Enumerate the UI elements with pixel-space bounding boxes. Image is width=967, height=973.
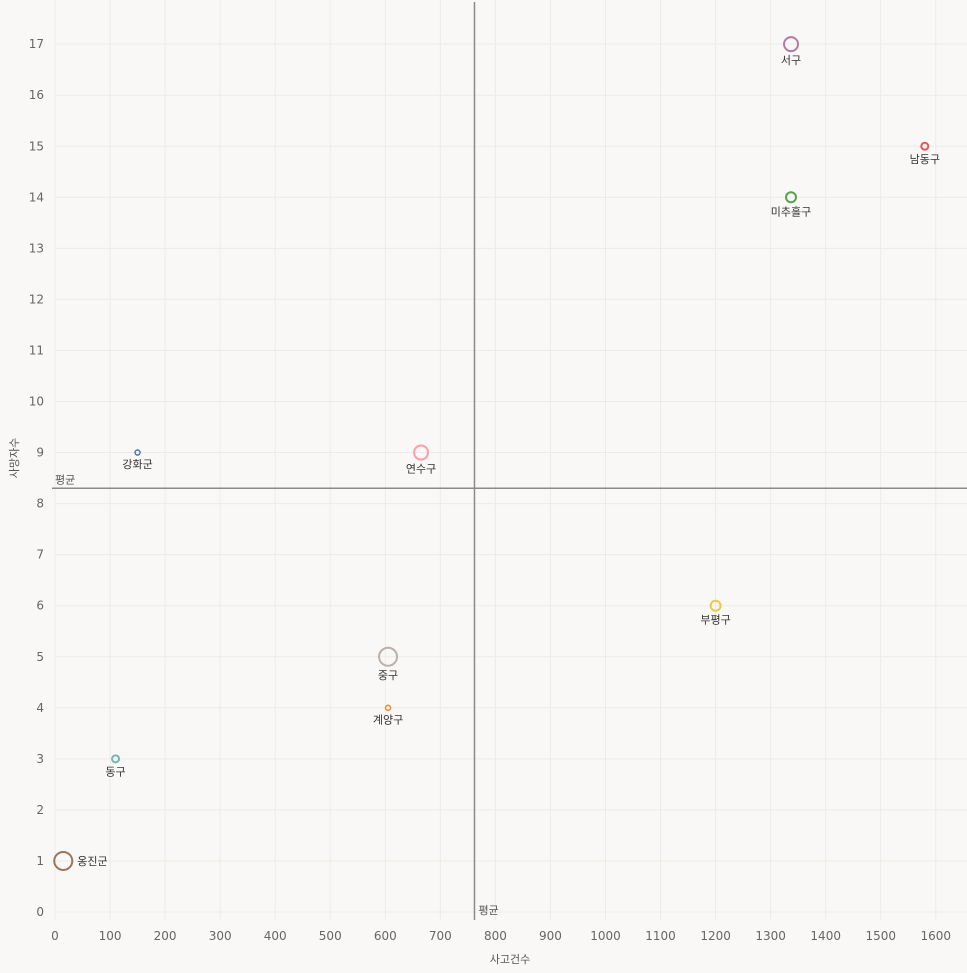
point-label: 중구: [378, 669, 398, 682]
y-tick-label: 0: [36, 905, 44, 919]
x-tick-label: 0: [51, 929, 59, 943]
point-label: 동구: [105, 765, 125, 778]
data-points: [54, 37, 928, 870]
point-label: 서구: [781, 54, 801, 67]
y-tick-label: 15: [29, 139, 44, 153]
point-label: 강화군: [122, 458, 152, 471]
y-axis-title: 사망자수: [8, 438, 21, 478]
point-label: 미추홀구: [771, 205, 811, 218]
y-average-label: 평균: [55, 473, 75, 486]
y-tick-label: 11: [29, 343, 44, 357]
y-tick-label: 8: [36, 497, 44, 511]
y-tick-label: 16: [29, 88, 44, 102]
point-label: 옹진군: [77, 855, 107, 868]
point-label: 남동구: [910, 153, 940, 166]
y-tick-label: 9: [36, 446, 44, 460]
y-tick-label: 12: [29, 292, 44, 306]
x-axis-title: 사고건수: [490, 953, 530, 966]
x-tick-label: 500: [319, 929, 342, 943]
x-tick-label: 600: [374, 929, 397, 943]
x-average-label: 평균: [478, 904, 498, 917]
point-label: 계양구: [373, 713, 403, 726]
point-label: 연수구: [406, 463, 436, 476]
x-tick-label: 1400: [810, 929, 841, 943]
y-tick-label: 14: [29, 190, 44, 204]
x-tick-label: 1300: [755, 929, 786, 943]
y-tick-label: 5: [36, 650, 44, 664]
y-tick-label: 17: [29, 37, 44, 51]
x-tick-label: 1100: [645, 929, 676, 943]
x-tick-label: 700: [429, 929, 452, 943]
y-tick-label: 6: [36, 599, 44, 613]
grid-layer: [55, 0, 967, 920]
y-tick-label: 3: [36, 752, 44, 766]
y-tick-label: 13: [29, 241, 44, 255]
y-tick-label: 4: [36, 701, 44, 715]
x-tick-label: 1500: [865, 929, 896, 943]
x-tick-label: 1600: [921, 929, 952, 943]
y-tick-label: 1: [36, 854, 44, 868]
x-tick-label: 1200: [700, 929, 731, 943]
x-tick-label: 400: [264, 929, 287, 943]
x-tick-label: 300: [209, 929, 232, 943]
x-tick-label: 200: [154, 929, 177, 943]
x-tick-label: 1000: [590, 929, 621, 943]
y-tick-label: 2: [36, 803, 44, 817]
x-tick-label: 100: [99, 929, 122, 943]
y-tick-label: 10: [29, 395, 44, 409]
y-tick-label: 7: [36, 548, 44, 562]
point-label: 부평구: [700, 614, 730, 627]
x-tick-label: 900: [539, 929, 562, 943]
x-tick-label: 800: [484, 929, 507, 943]
